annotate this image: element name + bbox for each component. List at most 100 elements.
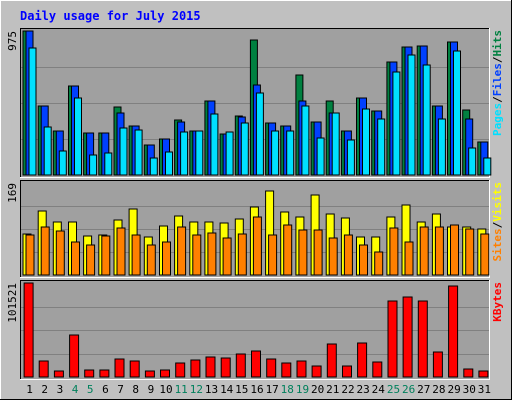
- x-tick-label-day-8: 8: [132, 383, 139, 396]
- x-tick-label-day-14: 14: [220, 383, 234, 396]
- bar-kbytes-day-9: [144, 370, 155, 378]
- bar-pages-day-3: [58, 150, 67, 176]
- bar-pages-day-27: [422, 64, 431, 176]
- bar-kbytes-day-19: [296, 360, 307, 378]
- bar-sites-day-20: [313, 229, 323, 276]
- bar-sites-day-16: [252, 216, 262, 276]
- bar-sites-day-30: [465, 228, 475, 276]
- x-tick-label-day-2: 2: [41, 383, 48, 396]
- bar-pages-day-6: [104, 152, 113, 176]
- bar-sites-day-21: [328, 237, 338, 276]
- x-tick-label-day-28: 28: [432, 383, 445, 396]
- bar-kbytes-day-18: [281, 362, 292, 378]
- bar-sites-day-3: [55, 230, 65, 276]
- bar-kbytes-day-22: [342, 365, 352, 378]
- bar-kbytes-day-14: [220, 357, 231, 378]
- y-max-label-hits: 975: [6, 31, 19, 51]
- bar-kbytes-day-28: [432, 351, 443, 378]
- x-tick-label-day-4: 4: [72, 383, 79, 396]
- bar-pages-day-12: [195, 130, 204, 176]
- bar-sites-day-8: [131, 234, 141, 276]
- bar-kbytes-day-29: [448, 285, 459, 378]
- bar-pages-day-23: [362, 108, 370, 176]
- bar-sites-day-28: [434, 226, 444, 276]
- x-tick-label-day-1: 1: [26, 383, 33, 396]
- legend-entry-pages: Pages: [491, 103, 504, 136]
- bar-sites-day-4: [71, 241, 80, 276]
- bar-pages-day-20: [316, 137, 325, 176]
- bar-pages-day-8: [134, 129, 143, 176]
- legend-entry-kbytes: KBytes: [491, 282, 504, 322]
- bar-kbytes-day-30: [463, 368, 474, 378]
- bar-kbytes-day-16: [251, 350, 261, 378]
- bar-sites-day-10: [162, 241, 171, 276]
- bar-pages-day-10: [165, 151, 173, 176]
- bar-pages-day-24: [377, 118, 386, 176]
- legend-separator: /: [491, 56, 504, 63]
- bar-kbytes-day-15: [235, 353, 246, 378]
- x-tick-label-day-20: 20: [311, 383, 324, 396]
- x-tick-label-day-7: 7: [117, 383, 124, 396]
- bar-kbytes-day-31: [478, 370, 489, 378]
- bar-pages-day-2: [43, 126, 52, 176]
- bar-kbytes-day-6: [99, 369, 110, 378]
- bar-pages-day-9: [149, 157, 158, 176]
- legend-entry-hits: Hits: [491, 30, 504, 57]
- bar-sites-day-19: [298, 229, 308, 276]
- bar-sites-day-9: [146, 244, 156, 276]
- legend-label-visits: Sites/Visits: [491, 182, 504, 262]
- bar-sites-day-2: [40, 226, 50, 276]
- legend-separator: /: [491, 221, 504, 228]
- x-tick-label-day-27: 27: [417, 383, 430, 396]
- x-tick-label-day-19: 19: [296, 383, 309, 396]
- bar-kbytes-day-13: [205, 356, 216, 378]
- x-tick-label-day-18: 18: [281, 383, 294, 396]
- bar-kbytes-day-7: [114, 358, 125, 378]
- bar-pages-day-4: [74, 97, 82, 176]
- bar-kbytes-day-11: [175, 362, 186, 378]
- bar-sites-day-13: [207, 232, 217, 276]
- x-tick-label-day-31: 31: [478, 383, 491, 396]
- bar-sites-day-12: [192, 234, 202, 276]
- x-tick-label-day-26: 26: [402, 383, 415, 396]
- x-tick-label-day-6: 6: [102, 383, 109, 396]
- bar-sites-day-29: [450, 224, 459, 276]
- bar-kbytes-day-21: [326, 343, 337, 378]
- bar-sites-day-31: [480, 233, 490, 276]
- x-tick-label-day-29: 29: [447, 383, 460, 396]
- bar-sites-day-25: [389, 227, 399, 276]
- legend-separator: /: [491, 96, 504, 103]
- bar-kbytes-day-8: [129, 360, 140, 378]
- bar-kbytes-day-25: [387, 300, 398, 378]
- bar-pages-day-13: [210, 113, 219, 176]
- x-tick-label-day-9: 9: [148, 383, 155, 396]
- bar-sites-day-24: [374, 251, 384, 276]
- legend-label-hits: Pages/Files/Hits: [491, 30, 504, 136]
- bar-pages-day-1: [28, 47, 37, 176]
- x-tick-label-day-16: 16: [250, 383, 263, 396]
- bar-pages-day-5: [89, 154, 98, 176]
- bar-kbytes-day-12: [190, 359, 201, 378]
- bar-kbytes-day-27: [417, 300, 428, 378]
- x-axis-labels: 1 2 3 4 5 6 7 8 9 10 11 12 13 14 15 16 17 18 19 20 21 22 23 24 2…: [26, 383, 491, 396]
- legend-entry-files: Files: [491, 63, 504, 96]
- bar-kbytes-day-3: [53, 370, 64, 378]
- bar-pages-day-19: [301, 105, 310, 176]
- bar-kbytes-day-4: [69, 334, 80, 378]
- bar-pages-day-26: [407, 54, 416, 176]
- bar-sites-day-22: [343, 234, 353, 276]
- bar-kbytes-day-2: [38, 360, 49, 378]
- x-tick-label-day-24: 24: [372, 383, 386, 396]
- x-tick-label-day-11: 11: [175, 383, 188, 396]
- bar-pages-day-31: [483, 157, 492, 176]
- bar-pages-day-30: [468, 147, 477, 176]
- legend-entry-visits: Visits: [491, 182, 504, 222]
- bar-sites-day-23: [359, 244, 368, 276]
- bar-pages-day-7: [119, 127, 128, 176]
- bar-kbytes-day-5: [84, 369, 95, 378]
- bar-sites-day-27: [419, 226, 429, 276]
- y-max-label-visits: 169: [6, 183, 19, 203]
- x-tick-label-day-15: 15: [235, 383, 248, 396]
